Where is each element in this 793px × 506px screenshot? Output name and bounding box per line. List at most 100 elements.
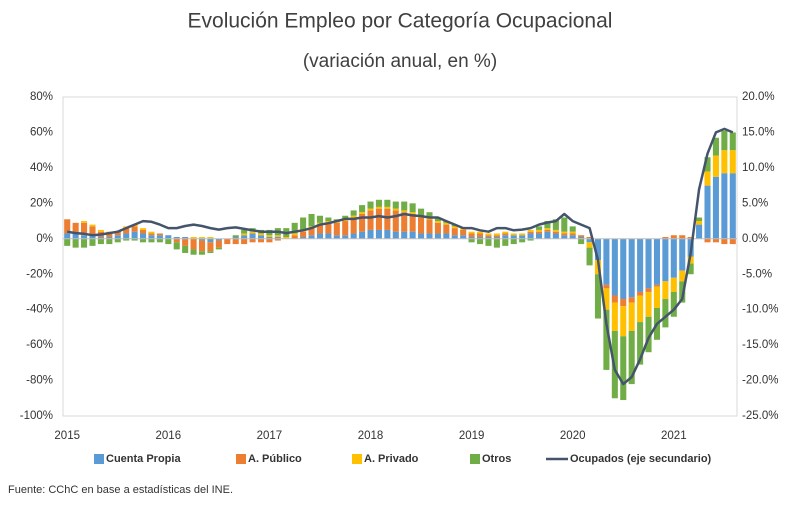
bar-segment: [729, 238, 736, 245]
bar-segment: [645, 316, 652, 353]
bar-segment: [401, 231, 408, 239]
bar-segment: [409, 203, 416, 213]
y-tick-label: 40%: [30, 162, 53, 174]
bar-segment: [190, 238, 197, 250]
legend-label: Otros: [482, 453, 511, 465]
legend-swatch: [94, 454, 104, 464]
bar-segment: [712, 238, 719, 243]
bar-segment: [468, 233, 475, 238]
bar-segment: [611, 238, 618, 296]
bar-segment: [283, 237, 290, 239]
bar-segment: [544, 221, 551, 229]
bar-segment: [140, 228, 147, 230]
bar-segment: [535, 231, 543, 234]
bar-segment: [662, 299, 669, 328]
plot-frame: [62, 96, 738, 417]
bar-segment: [451, 235, 458, 239]
bar-segment: [519, 233, 526, 236]
bar-segment: [384, 199, 391, 207]
y-tick-label: -20%: [26, 268, 53, 280]
bar-segment: [316, 215, 323, 223]
bar-segment: [359, 212, 366, 214]
bar-segment: [637, 295, 644, 323]
bar-segment: [72, 233, 79, 239]
bar-segment: [367, 229, 374, 239]
bar-segment: [173, 237, 180, 239]
bar-segment: [300, 237, 307, 239]
bar-segment: [552, 219, 559, 230]
bar-segment: [477, 233, 484, 238]
bar-segment: [578, 238, 585, 245]
bar-segment: [569, 226, 576, 232]
bar-segment: [190, 237, 197, 239]
bar-segment: [131, 226, 138, 232]
bar-segment: [620, 336, 627, 401]
bar-segment: [712, 155, 719, 177]
bar-segment: [729, 173, 736, 239]
bar-segment: [451, 228, 458, 236]
bar-segment: [300, 231, 307, 238]
bar-segment: [106, 238, 113, 245]
bar-segment: [561, 235, 568, 239]
bar-segment: [510, 238, 517, 245]
bar-segment: [342, 235, 349, 239]
bar-segment: [89, 238, 96, 246]
bar-segment: [578, 235, 585, 238]
y-tick-label: -100%: [20, 410, 53, 422]
bar-segment: [418, 208, 425, 216]
bar-segment: [274, 238, 281, 241]
bar-segment: [687, 237, 694, 239]
bar-segment: [704, 157, 711, 172]
bar-segment: [350, 233, 357, 239]
bar-segment: [384, 229, 391, 239]
bar-segment: [308, 235, 315, 239]
bar-segment: [721, 130, 728, 151]
bar-segment: [460, 235, 467, 239]
bar-segment: [637, 291, 644, 296]
bar-segment: [569, 235, 576, 239]
bar-segment: [696, 224, 703, 239]
bar-segment: [493, 237, 500, 239]
bar-segment: [510, 235, 517, 239]
x-tick-label: 2018: [358, 430, 384, 442]
bar-segment: [729, 132, 736, 151]
bar-segment: [485, 235, 492, 238]
y2-tick-label: -15.0%: [742, 339, 778, 351]
bar-segment: [712, 176, 719, 239]
y2-tick-label: -5.0%: [742, 268, 772, 280]
bar-segment: [308, 213, 315, 227]
bar-segment: [131, 231, 138, 239]
bar-segment: [215, 238, 222, 241]
bar-segment: [721, 150, 728, 174]
bar-segment: [561, 217, 568, 232]
bar-segment: [611, 302, 618, 331]
bar-segment: [257, 233, 265, 236]
bar-segment: [182, 245, 189, 253]
bar-segment: [367, 210, 374, 230]
bar-segment: [114, 235, 121, 239]
bar-segment: [645, 291, 652, 317]
bar-segment: [207, 251, 214, 253]
bar-segment: [451, 226, 458, 229]
bar-segment: [106, 233, 113, 238]
bar-segment: [653, 284, 660, 287]
bar-segment: [586, 237, 593, 239]
bar-segment: [81, 235, 88, 239]
legend-label: Ocupados (eje secundario): [570, 453, 712, 465]
bar-segment: [375, 199, 382, 207]
bar-segment: [359, 205, 366, 213]
bar-segment: [350, 217, 357, 234]
bar-segment: [662, 281, 669, 300]
bar-segment: [603, 284, 610, 289]
y2-tick-label: -20.0%: [742, 375, 778, 387]
bar-segment: [342, 221, 349, 236]
bar-segment: [611, 295, 618, 303]
bar-segment: [544, 228, 551, 230]
bar-segment: [603, 309, 610, 370]
bar-segment: [662, 238, 669, 282]
bar-segment: [316, 224, 323, 234]
bar-segment: [140, 233, 147, 239]
bar-segment: [89, 226, 96, 236]
bar-segment: [375, 208, 382, 230]
bar-segment: [670, 277, 677, 292]
